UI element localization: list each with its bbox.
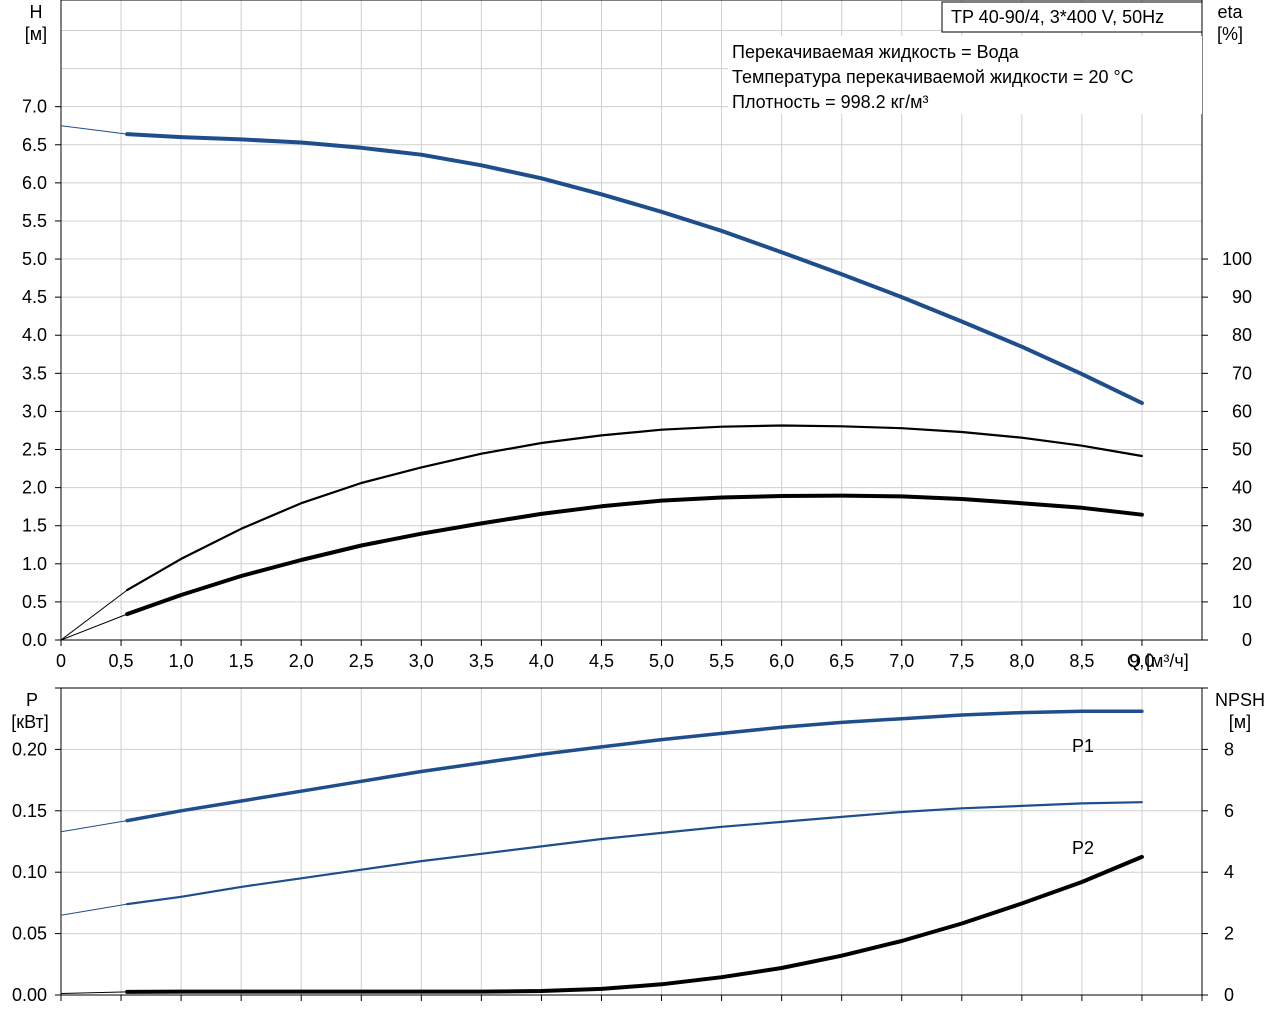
p-axis-label-line2: [кВт] — [11, 712, 49, 732]
x-tick-label: 6,5 — [829, 651, 854, 671]
y-right-tick-label: 70 — [1232, 363, 1252, 383]
model-title-box — [941, 1, 1203, 33]
power-chart-series — [60, 709, 1144, 994]
y-left-tick-label: 6.5 — [22, 135, 47, 155]
y-left-tick-label: 1.5 — [22, 516, 47, 536]
x-tick-label: 4,0 — [529, 651, 554, 671]
x-tick-label: 8,0 — [1009, 651, 1034, 671]
head-chart-series — [60, 125, 1144, 641]
p-tick-label: 0.05 — [12, 924, 47, 944]
y-left-tick-label: 5.0 — [22, 249, 47, 269]
info-line-density: Плотность = 998.2 кг/м³ — [732, 92, 928, 112]
y-right-tick-label: 60 — [1232, 401, 1252, 421]
x-axis-label: Q [м³/ч] — [1127, 651, 1189, 671]
y-left-tick-label: 4.5 — [22, 287, 47, 307]
y-right-label-line2: [%] — [1217, 24, 1243, 44]
power-npsh-chart: 0.00 0.05 0.10 0.15 0.20 0 2 4 6 8 P [кВт] NPSH [… — [11, 687, 1265, 1005]
series-eta-extrapolated — [60, 589, 128, 641]
series-p2 — [126, 801, 1143, 906]
series-npsh — [125, 854, 1144, 994]
x-tick-label: 5,0 — [649, 651, 674, 671]
series-head — [125, 132, 1144, 405]
npsh-tick-label: 4 — [1224, 862, 1234, 882]
power-chart-ticks: 0.00 0.05 0.10 0.15 0.20 0 2 4 6 8 — [12, 687, 1234, 1005]
y-right-tick-label: 40 — [1232, 478, 1252, 498]
x-tick-label: 9,0 — [1129, 651, 1154, 671]
x-tick-label: 5,5 — [709, 651, 734, 671]
p-axis-label-line1: P — [26, 690, 38, 710]
series-p1 — [125, 709, 1144, 823]
x-tick-label: 0,5 — [109, 651, 134, 671]
p1-series-label: P1 — [1072, 736, 1094, 756]
x-tick-label: 1,5 — [229, 651, 254, 671]
y-left-tick-label: 0.5 — [22, 592, 47, 612]
p2-series-label: P2 — [1072, 838, 1094, 858]
p-tick-label: 0.00 — [12, 985, 47, 1005]
series-eta_total — [125, 493, 1144, 617]
y-right-tick-label: 90 — [1232, 287, 1252, 307]
p-tick-label: 0.20 — [12, 739, 47, 759]
head-chart-frame — [60, 0, 1203, 641]
y-left-tick-label: 0.0 — [22, 630, 47, 650]
info-box-background — [728, 36, 1202, 114]
power-chart-frame — [60, 687, 1203, 996]
y-left-label-line2: [м] — [25, 24, 47, 44]
series-eta_total-extrapolated — [60, 613, 128, 641]
npsh-tick-label: 6 — [1224, 801, 1234, 821]
y-left-tick-label: 2.5 — [22, 440, 47, 460]
y-left-tick-label: 3.5 — [22, 363, 47, 383]
x-tick-label: 7,5 — [949, 651, 974, 671]
y-right-label-line1: eta — [1217, 2, 1243, 22]
npsh-tick-label: 8 — [1224, 739, 1234, 759]
x-tick-label: 2,0 — [289, 651, 314, 671]
x-tick-label: 3,5 — [469, 651, 494, 671]
p-tick-label: 0.15 — [12, 801, 47, 821]
y-left-tick-label: 5.5 — [22, 211, 47, 231]
info-line-temperature: Температура перекачиваемой жидкости = 20… — [732, 67, 1134, 87]
y-left-tick-label: 2.0 — [22, 478, 47, 498]
y-right-tick-label: 80 — [1232, 325, 1252, 345]
x-tick-label: 0 — [56, 651, 66, 671]
power-chart-grid — [61, 687, 1203, 995]
y-left-tick-label: 7.0 — [22, 97, 47, 117]
y-left-label-line1: H — [30, 2, 43, 22]
npsh-axis-label-line2: [м] — [1229, 712, 1251, 732]
p-tick-label: 0.10 — [12, 862, 47, 882]
npsh-tick-label: 2 — [1224, 924, 1234, 944]
npsh-tick-label: 0 — [1224, 985, 1234, 1005]
y-right-tick-label: 30 — [1232, 516, 1252, 536]
x-tick-label: 3,0 — [409, 651, 434, 671]
head-chart-ticks: 0 0,5 1,0 1,5 2,0 2,5 3,0 3,5 4,0 4,5 5,0 5,5 6,0 6,5… — [22, 97, 1252, 671]
series-p1-extrapolated — [60, 820, 128, 833]
x-tick-label: 6,0 — [769, 651, 794, 671]
y-right-tick-label: 0 — [1242, 630, 1252, 650]
series-p2-extrapolated — [60, 903, 128, 916]
npsh-axis-label-line1: NPSH — [1215, 690, 1265, 710]
x-tick-label: 7,0 — [889, 651, 914, 671]
y-left-tick-label: 3.0 — [22, 401, 47, 421]
series-eta — [126, 424, 1143, 592]
y-right-tick-label: 20 — [1232, 554, 1252, 574]
y-right-tick-label: 10 — [1232, 592, 1252, 612]
x-tick-label: 2,5 — [349, 651, 374, 671]
x-tick-label: 8,5 — [1069, 651, 1094, 671]
x-tick-label: 1,0 — [169, 651, 194, 671]
y-left-tick-label: 6.0 — [22, 173, 47, 193]
y-right-tick-label: 100 — [1222, 249, 1252, 269]
series-head-extrapolated — [60, 125, 128, 135]
y-right-tick-label: 50 — [1232, 440, 1252, 460]
y-left-tick-label: 4.0 — [22, 325, 47, 345]
head-efficiency-chart: 0 0,5 1,0 1,5 2,0 2,5 3,0 3,5 4,0 4,5 5,0 5,5 6,0 6,5… — [22, 0, 1252, 671]
y-left-tick-label: 1.0 — [22, 554, 47, 574]
info-line-liquid: Перекачиваемая жидкость = Вода — [732, 42, 1020, 62]
model-title: TP 40-90/4, 3*400 V, 50Hz — [951, 7, 1164, 27]
x-tick-label: 4,5 — [589, 651, 614, 671]
series-npsh-extrapolated — [60, 991, 128, 994]
